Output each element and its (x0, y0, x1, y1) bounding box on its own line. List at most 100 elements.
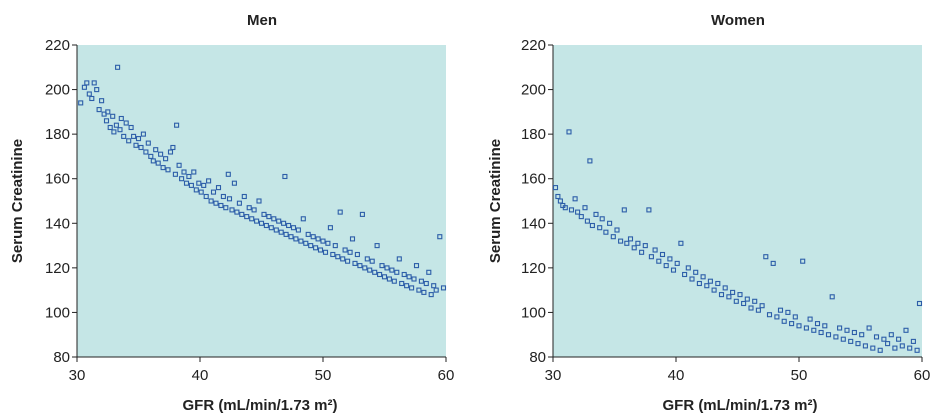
data-point-men-69 (241, 193, 247, 200)
data-point-men-74 (254, 218, 260, 224)
x-tick-label-men-30: 30 (69, 367, 86, 384)
data-point-men-108 (335, 254, 341, 260)
y-axis-label-men: Serum Creatinine (9, 139, 26, 263)
data-point-men-10 (103, 118, 110, 124)
data-point-men-142 (418, 278, 424, 284)
data-point-women-29 (646, 207, 652, 213)
data-point-women-101 (910, 338, 916, 344)
y-tick-label-women-180: 180 (521, 126, 546, 143)
data-point-men-141 (416, 287, 422, 293)
data-point-women-92 (877, 347, 883, 353)
data-point-men-93 (298, 238, 304, 244)
data-point-women-95 (888, 332, 894, 338)
data-point-women-70 (796, 323, 802, 329)
data-point-men-97 (308, 243, 314, 249)
data-point-men-92 (295, 227, 301, 233)
data-point-women-71 (800, 258, 806, 264)
data-point-women-37 (674, 260, 680, 266)
data-point-men-75 (256, 198, 262, 204)
data-point-women-36 (670, 267, 677, 273)
data-point-men-0 (78, 100, 84, 106)
plot-area-women (553, 45, 922, 357)
y-tick-label-women-100: 100 (521, 304, 546, 321)
data-point-women-98 (899, 343, 905, 349)
data-point-men-106 (330, 251, 336, 258)
data-point-men-36 (163, 156, 169, 162)
data-point-women-93 (881, 336, 887, 342)
data-point-men-107 (332, 243, 338, 249)
data-point-men-80 (268, 225, 274, 231)
data-point-women-89 (866, 325, 872, 331)
data-point-men-115 (352, 260, 358, 266)
data-point-men-67 (236, 200, 242, 206)
data-point-men-139 (411, 276, 417, 282)
y-axis-label-women: Serum Creatinine (487, 139, 504, 263)
data-point-men-50 (196, 180, 202, 186)
data-point-men-25 (135, 136, 142, 142)
data-point-women-62 (766, 312, 773, 318)
data-point-men-72 (249, 216, 255, 222)
data-point-men-29 (145, 140, 151, 146)
data-point-men-28 (143, 149, 149, 155)
data-point-men-22 (128, 124, 134, 131)
data-point-men-21 (126, 138, 132, 144)
x-tick-label-women-40: 40 (668, 367, 685, 384)
data-point-men-91 (293, 236, 299, 242)
data-point-women-59 (755, 307, 761, 313)
data-points-women (552, 129, 923, 353)
data-point-women-8 (575, 209, 581, 215)
data-point-women-39 (682, 271, 688, 278)
data-point-women-64 (774, 314, 780, 320)
data-point-men-110 (340, 256, 346, 262)
data-point-men-111 (342, 247, 348, 253)
data-point-women-66 (781, 318, 787, 324)
data-point-women-0 (552, 185, 559, 191)
data-point-women-86 (855, 341, 861, 347)
data-point-men-46 (186, 173, 192, 180)
data-point-women-63 (770, 260, 776, 266)
x-tick-label-women-50: 50 (791, 367, 808, 384)
y-tick-label-men-140: 140 (45, 215, 70, 232)
data-point-men-19 (121, 133, 127, 139)
data-point-women-91 (873, 334, 880, 340)
data-point-men-23 (131, 133, 137, 139)
y-tick-label-men-80: 80 (53, 349, 70, 366)
data-point-men-78 (263, 222, 269, 229)
data-point-men-144 (423, 280, 429, 287)
data-point-men-61 (223, 205, 229, 211)
data-point-men-130 (389, 267, 395, 273)
data-point-men-121 (367, 267, 373, 273)
data-point-men-136 (404, 283, 410, 289)
data-point-women-90 (870, 345, 876, 351)
y-tick-label-women-200: 200 (521, 82, 546, 99)
x-tick-label-men-40: 40 (192, 367, 209, 384)
y-tick-label-men-160: 160 (45, 171, 70, 188)
data-point-women-79 (829, 294, 835, 300)
data-point-women-72 (803, 325, 809, 331)
data-point-men-57 (213, 200, 219, 206)
data-point-men-47 (188, 182, 194, 188)
data-point-men-66 (234, 209, 240, 215)
data-point-men-17 (117, 127, 123, 133)
data-point-women-48 (715, 280, 721, 287)
y-tick-label-women-220: 220 (521, 37, 546, 54)
data-point-women-32 (656, 258, 662, 264)
data-point-women-87 (859, 332, 865, 338)
data-point-men-90 (290, 225, 297, 231)
data-point-women-31 (652, 247, 658, 253)
data-point-men-40 (172, 171, 178, 177)
chart-title-women: Women (711, 12, 765, 29)
data-point-men-118 (359, 211, 365, 217)
data-point-women-88 (862, 343, 868, 349)
data-point-women-26 (635, 240, 641, 246)
data-point-women-14 (593, 211, 599, 217)
data-point-men-119 (362, 265, 368, 271)
data-point-women-18 (607, 220, 613, 226)
data-point-men-103 (322, 249, 329, 255)
data-point-men-138 (409, 285, 415, 291)
x-tick-label-women-30: 30 (545, 367, 562, 384)
data-point-men-13 (110, 113, 116, 119)
data-point-men-2 (84, 80, 90, 86)
data-point-men-45 (183, 180, 190, 186)
